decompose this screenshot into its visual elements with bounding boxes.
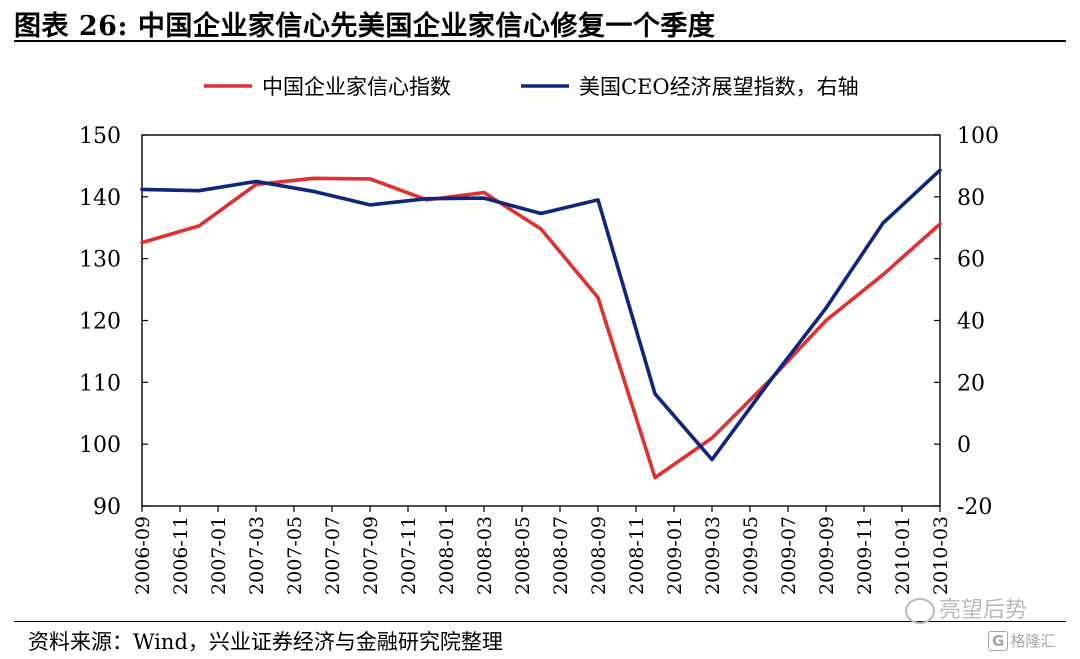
series-line-china — [140, 176, 942, 480]
legend-china-label: 中国企业家信心指数 — [262, 75, 451, 99]
legend-us-label: 美国CEO经济展望指数，右轴 — [579, 75, 859, 99]
x-tick-label: 2007-07 — [322, 516, 344, 595]
watermark-text: 亮望后势 — [939, 598, 1028, 623]
x-tick-label: 2009-03 — [702, 516, 724, 595]
x-tick-label: 2008-07 — [550, 516, 572, 595]
x-tick-label: 2007-03 — [246, 516, 268, 595]
x-tick-label: 2007-01 — [208, 516, 230, 595]
right-tick-label: 100 — [957, 124, 999, 149]
right-y-axis: -20 0 20 40 60 80 100 — [934, 124, 999, 520]
left-tick-label: 150 — [79, 124, 121, 149]
left-tick-label: 130 — [79, 248, 121, 273]
legend: 中国企业家信心指数 美国CEO经济展望指数，右轴 — [204, 75, 859, 99]
left-y-axis: 90 100 110 120 130 140 150 — [79, 124, 148, 520]
x-tick-label: 2006-11 — [170, 516, 192, 595]
x-tick-label: 2008-09 — [588, 516, 610, 595]
right-tick-label: 0 — [957, 433, 971, 458]
title-rule — [14, 40, 1066, 42]
x-tick-label: 2007-11 — [398, 516, 420, 595]
x-tick-label: 2006-09 — [132, 516, 154, 595]
left-tick-label: 140 — [79, 186, 121, 211]
left-tick-label: 100 — [79, 433, 121, 458]
wechat-icon — [905, 598, 935, 624]
right-tick-label: 40 — [957, 310, 985, 335]
series-layer — [140, 168, 942, 480]
right-tick-label: 60 — [957, 248, 985, 273]
x-tick-label: 2009-09 — [816, 516, 838, 595]
chart-title: 图表 26: 中国企业家信心先美国企业家信心修复一个季度 — [14, 11, 716, 42]
x-axis: 2006-09 2006-11 2007-01 2007-03 2007-05 2007-… — [132, 506, 952, 595]
right-tick-label: -20 — [957, 495, 992, 520]
x-tick-label: 2009-07 — [778, 516, 800, 595]
x-tick-label: 2010-01 — [892, 516, 914, 595]
plot-frame — [141, 134, 941, 507]
x-tick-label: 2008-11 — [626, 516, 648, 595]
left-tick-label: 90 — [93, 495, 121, 520]
source-note: 资料来源：Wind，兴业证券经济与金融研究院整理 — [28, 630, 503, 654]
x-tick-label: 2008-01 — [436, 516, 458, 595]
x-tick-label: 2009-11 — [854, 516, 876, 595]
x-tick-label: 2009-01 — [664, 516, 686, 595]
logo-mark: G — [988, 631, 1009, 651]
x-tick-label: 2008-05 — [512, 516, 534, 595]
watermark: 亮望后势 — [905, 592, 1027, 624]
left-tick-label: 110 — [79, 371, 121, 396]
logo: G 格隆汇 — [988, 630, 1055, 651]
right-tick-label: 20 — [957, 371, 985, 396]
x-tick-label: 2008-03 — [474, 516, 496, 595]
x-tick-label: 2007-05 — [284, 516, 306, 595]
series-line-us — [140, 168, 942, 462]
plot-border — [141, 134, 941, 507]
x-tick-label: 2007-09 — [360, 516, 382, 595]
x-tick-label: 2010-03 — [930, 516, 952, 595]
right-tick-label: 80 — [957, 186, 985, 211]
footer-rule — [14, 621, 1066, 622]
x-tick-label: 2009-05 — [740, 516, 762, 595]
logo-text: 格隆汇 — [1010, 632, 1056, 650]
left-tick-label: 120 — [79, 310, 121, 335]
